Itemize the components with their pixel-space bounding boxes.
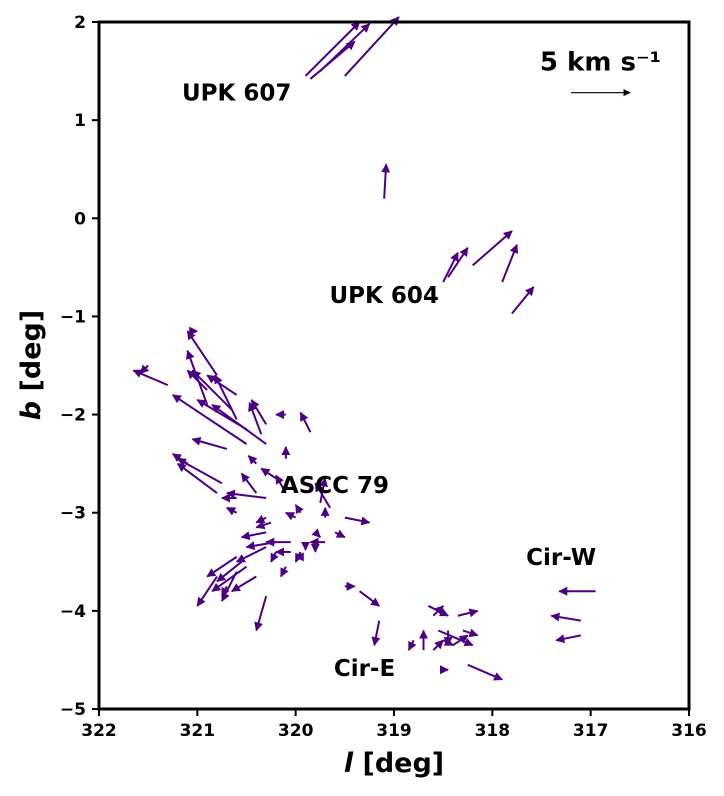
velocity-arrow: [407, 639, 417, 651]
scale-label: 5 km s⁻¹: [540, 48, 661, 78]
y-tick-label: −4: [60, 602, 86, 622]
velocity-arrow: [216, 561, 243, 583]
y-axis-title: b [deg]: [16, 310, 47, 420]
x-tick-label: 322: [81, 721, 117, 741]
velocity-arrow: [462, 628, 479, 638]
cluster-annotations: UPK 607 UPK 604 ASCC 79 Cir-W Cir-E: [182, 81, 596, 682]
y-axis-var: b: [16, 401, 47, 420]
velocity-scale: 5 km s⁻¹: [540, 48, 661, 97]
velocity-arrow: [191, 437, 228, 450]
velocity-arrow: [294, 504, 304, 515]
velocity-arrow: [432, 639, 444, 651]
velocity-arrow: [250, 399, 268, 425]
cluster-label: ASCC 79: [281, 473, 389, 499]
x-tick-label: 318: [475, 721, 511, 741]
x-axis-ticks: 322 321 320 319 318 317 316: [81, 709, 707, 741]
velocity-arrow: [226, 506, 238, 516]
y-tick-label: 2: [74, 13, 86, 33]
velocity-arrow: [206, 556, 238, 578]
velocity-arrow: [211, 565, 248, 593]
velocity-arrow: [501, 243, 519, 283]
velocity-vectors: [132, 16, 596, 681]
velocity-arrow: [132, 369, 169, 387]
velocity-arrow: [511, 286, 535, 315]
velocity-arrow: [186, 330, 218, 376]
velocity-arrow: [314, 482, 331, 509]
velocity-arrow: [452, 634, 469, 647]
x-tick-label: 319: [376, 721, 412, 741]
cluster-label: UPK 607: [182, 81, 291, 107]
y-tick-label: −5: [60, 700, 86, 720]
velocity-arrow: [211, 403, 267, 445]
velocity-arrow: [285, 511, 297, 521]
velocity-arrow: [260, 467, 277, 480]
x-tick-label: 320: [278, 721, 314, 741]
x-tick-label: 316: [671, 721, 707, 741]
velocity-arrow: [472, 230, 513, 267]
velocity-arrow: [358, 590, 380, 607]
x-tick-label: 321: [180, 721, 216, 741]
velocity-arrow: [221, 571, 238, 602]
x-tick-label: 317: [573, 721, 609, 741]
velocity-arrow: [555, 634, 582, 644]
y-tick-label: −3: [60, 504, 86, 524]
velocity-arrow: [176, 462, 218, 494]
y-tick-label: 1: [74, 111, 86, 131]
cluster-label: UPK 604: [329, 283, 438, 309]
velocity-arrow: [230, 575, 257, 593]
velocity-arrow: [304, 21, 361, 77]
cluster-label: Cir-E: [334, 656, 395, 682]
velocity-arrow: [442, 251, 459, 283]
velocity-arrow: [172, 452, 189, 465]
velocity-arrow: [344, 516, 371, 526]
cluster-label: Cir-W: [526, 545, 596, 571]
velocity-arrow: [457, 608, 479, 618]
velocity-arrow: [371, 620, 381, 647]
velocity-arrow: [240, 531, 267, 541]
y-tick-label: −2: [60, 406, 86, 426]
velocity-arrow: [191, 369, 233, 411]
velocity-arrow: [381, 163, 391, 199]
velocity-arrow: [299, 411, 312, 433]
x-axis-var: l: [344, 748, 354, 779]
velocity-arrow: [344, 16, 400, 77]
velocity-arrow: [235, 546, 267, 563]
velocity-arrow: [247, 455, 258, 465]
velocity-arrow: [275, 474, 287, 494]
velocity-arrow: [319, 23, 371, 72]
velocity-arrow: [467, 663, 503, 681]
velocity-arrow: [550, 612, 581, 622]
velocity-arrow: [447, 246, 469, 278]
velocity-arrow: [334, 529, 346, 539]
x-axis-unit: [deg]: [363, 748, 445, 779]
velocity-arrow: [225, 489, 267, 499]
velocity-arrow: [280, 566, 289, 578]
velocity-arrow: [427, 605, 449, 617]
velocity-arrow: [255, 520, 272, 530]
y-tick-label: −1: [60, 307, 86, 327]
velocity-arrow: [240, 472, 258, 494]
velocity-arrow: [270, 551, 279, 563]
y-axis-unit: [deg]: [16, 310, 47, 392]
velocity-arrow: [172, 394, 248, 445]
velocity-arrow: [254, 595, 268, 632]
y-tick-label: 0: [74, 209, 86, 229]
velocity-arrow: [196, 575, 218, 607]
y-axis-ticks: 2 1 0 −1 −2 −3 −4 −5: [60, 13, 99, 720]
velocity-arrow: [311, 528, 321, 538]
velocity-arrow: [206, 374, 238, 396]
velocity-arrow: [186, 369, 208, 391]
x-axis-title: l [deg]: [344, 748, 444, 779]
